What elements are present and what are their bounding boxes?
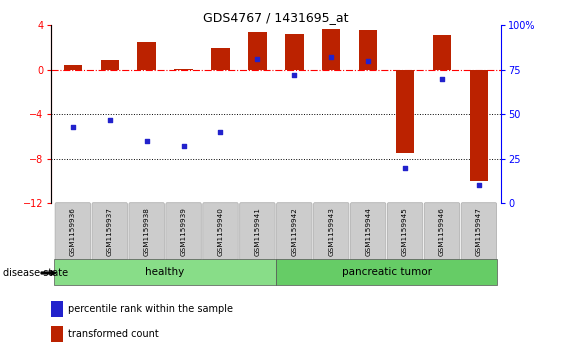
FancyBboxPatch shape: [203, 203, 238, 260]
Bar: [64, 65, 82, 70]
Bar: [285, 34, 303, 70]
Text: GSM1159946: GSM1159946: [439, 207, 445, 256]
Bar: [137, 42, 156, 70]
Point: [437, 76, 446, 82]
Point: [364, 58, 373, 64]
Point: [253, 56, 262, 62]
Text: percentile rank within the sample: percentile rank within the sample: [68, 303, 233, 314]
FancyBboxPatch shape: [92, 203, 127, 260]
Text: GSM1159937: GSM1159937: [107, 207, 113, 256]
Bar: [433, 36, 451, 70]
Text: GSM1159945: GSM1159945: [402, 207, 408, 256]
Text: GSM1159940: GSM1159940: [217, 207, 224, 256]
FancyBboxPatch shape: [387, 203, 423, 260]
Text: disease state: disease state: [3, 268, 68, 278]
Title: GDS4767 / 1431695_at: GDS4767 / 1431695_at: [203, 11, 348, 24]
Point: [142, 138, 151, 144]
Bar: [396, 70, 414, 153]
Bar: [359, 30, 377, 70]
Point: [68, 124, 77, 130]
Text: GSM1159943: GSM1159943: [328, 207, 334, 256]
Point: [216, 129, 225, 135]
Point: [179, 143, 188, 149]
Text: healthy: healthy: [145, 267, 185, 277]
Text: transformed count: transformed count: [68, 329, 158, 339]
Bar: [276, 259, 497, 285]
Bar: [322, 29, 341, 70]
FancyBboxPatch shape: [425, 203, 460, 260]
Point: [327, 54, 336, 60]
Bar: [248, 32, 267, 70]
Text: GSM1159936: GSM1159936: [70, 207, 76, 256]
Bar: [470, 70, 488, 181]
Text: GSM1159941: GSM1159941: [254, 207, 261, 256]
FancyBboxPatch shape: [240, 203, 275, 260]
Point: [290, 72, 299, 78]
FancyBboxPatch shape: [55, 203, 91, 260]
FancyBboxPatch shape: [314, 203, 349, 260]
FancyBboxPatch shape: [166, 203, 202, 260]
Text: GSM1159939: GSM1159939: [181, 207, 186, 256]
Bar: [175, 69, 193, 70]
Point: [105, 117, 114, 123]
Point: [401, 165, 410, 171]
FancyBboxPatch shape: [350, 203, 386, 260]
Text: GSM1159944: GSM1159944: [365, 207, 371, 256]
Text: GSM1159938: GSM1159938: [144, 207, 150, 256]
Point: [475, 183, 484, 188]
Text: GSM1159942: GSM1159942: [291, 207, 297, 256]
FancyBboxPatch shape: [276, 203, 312, 260]
Bar: [55, 259, 276, 285]
Text: GSM1159947: GSM1159947: [476, 207, 482, 256]
Bar: [101, 60, 119, 70]
FancyBboxPatch shape: [129, 203, 164, 260]
FancyBboxPatch shape: [461, 203, 497, 260]
Bar: [211, 48, 230, 70]
Text: pancreatic tumor: pancreatic tumor: [342, 267, 432, 277]
